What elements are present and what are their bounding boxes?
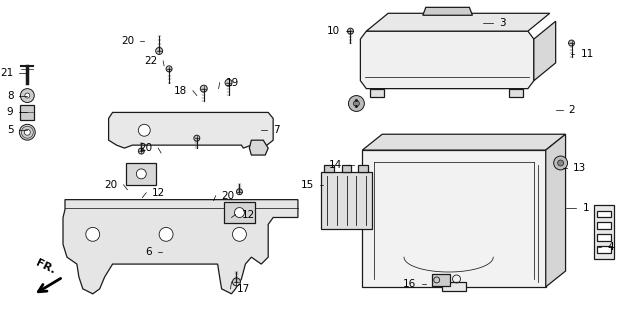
Polygon shape: [108, 112, 273, 148]
Polygon shape: [432, 274, 450, 286]
Polygon shape: [594, 204, 614, 259]
Circle shape: [86, 228, 100, 241]
Circle shape: [348, 28, 353, 34]
Circle shape: [25, 93, 30, 98]
Circle shape: [236, 189, 243, 195]
Circle shape: [232, 228, 246, 241]
Circle shape: [355, 105, 358, 108]
Polygon shape: [423, 7, 472, 15]
Text: 14: 14: [329, 160, 343, 170]
Polygon shape: [366, 13, 550, 31]
Text: 5: 5: [7, 125, 13, 135]
Polygon shape: [224, 202, 255, 223]
Text: 2: 2: [568, 105, 575, 116]
Text: 10: 10: [326, 26, 340, 36]
Polygon shape: [534, 21, 556, 81]
Text: 19: 19: [226, 78, 239, 88]
Polygon shape: [597, 246, 611, 253]
Circle shape: [136, 169, 146, 179]
Text: 20: 20: [139, 143, 152, 153]
Text: 8: 8: [7, 91, 13, 100]
Text: 12: 12: [241, 210, 255, 220]
Text: 16: 16: [403, 279, 416, 289]
Text: 6: 6: [146, 247, 152, 257]
Text: 21: 21: [0, 68, 13, 78]
Circle shape: [194, 135, 200, 141]
Circle shape: [568, 40, 575, 46]
Polygon shape: [509, 89, 523, 97]
Circle shape: [20, 124, 35, 140]
Polygon shape: [360, 31, 534, 89]
Polygon shape: [546, 134, 566, 287]
Polygon shape: [324, 165, 334, 172]
Text: 20: 20: [121, 36, 134, 46]
Text: 17: 17: [236, 284, 249, 294]
Circle shape: [200, 85, 207, 92]
Text: FR.: FR.: [34, 258, 57, 276]
Text: 3: 3: [499, 18, 506, 28]
Text: 20: 20: [105, 180, 118, 190]
Circle shape: [554, 156, 568, 170]
Circle shape: [139, 148, 144, 154]
Polygon shape: [597, 234, 611, 241]
Text: 4: 4: [607, 242, 614, 252]
Circle shape: [159, 228, 173, 241]
Circle shape: [225, 79, 232, 86]
Polygon shape: [362, 134, 566, 150]
Polygon shape: [358, 165, 369, 172]
Polygon shape: [249, 140, 268, 155]
Circle shape: [232, 278, 241, 286]
Polygon shape: [321, 172, 372, 229]
Text: 11: 11: [580, 49, 593, 59]
Text: 12: 12: [152, 188, 166, 198]
Polygon shape: [127, 163, 156, 185]
Circle shape: [25, 129, 30, 135]
Text: 7: 7: [273, 125, 280, 135]
Polygon shape: [63, 200, 298, 294]
Circle shape: [348, 96, 364, 111]
Text: 13: 13: [573, 163, 586, 173]
Circle shape: [20, 89, 34, 102]
Text: 1: 1: [582, 203, 589, 212]
Circle shape: [355, 99, 358, 102]
Circle shape: [156, 47, 163, 54]
Text: 9: 9: [7, 108, 13, 117]
Polygon shape: [597, 211, 611, 218]
Text: 20: 20: [222, 191, 235, 201]
Polygon shape: [20, 106, 34, 120]
Polygon shape: [362, 150, 546, 287]
Polygon shape: [597, 222, 611, 229]
Circle shape: [558, 160, 564, 166]
Polygon shape: [341, 165, 352, 172]
Circle shape: [353, 100, 359, 107]
Polygon shape: [370, 89, 384, 97]
Text: 18: 18: [174, 86, 187, 96]
Circle shape: [139, 124, 150, 136]
Circle shape: [234, 208, 244, 218]
Polygon shape: [442, 282, 466, 291]
Text: 15: 15: [301, 180, 314, 190]
Text: 22: 22: [144, 56, 157, 66]
Circle shape: [166, 66, 172, 72]
